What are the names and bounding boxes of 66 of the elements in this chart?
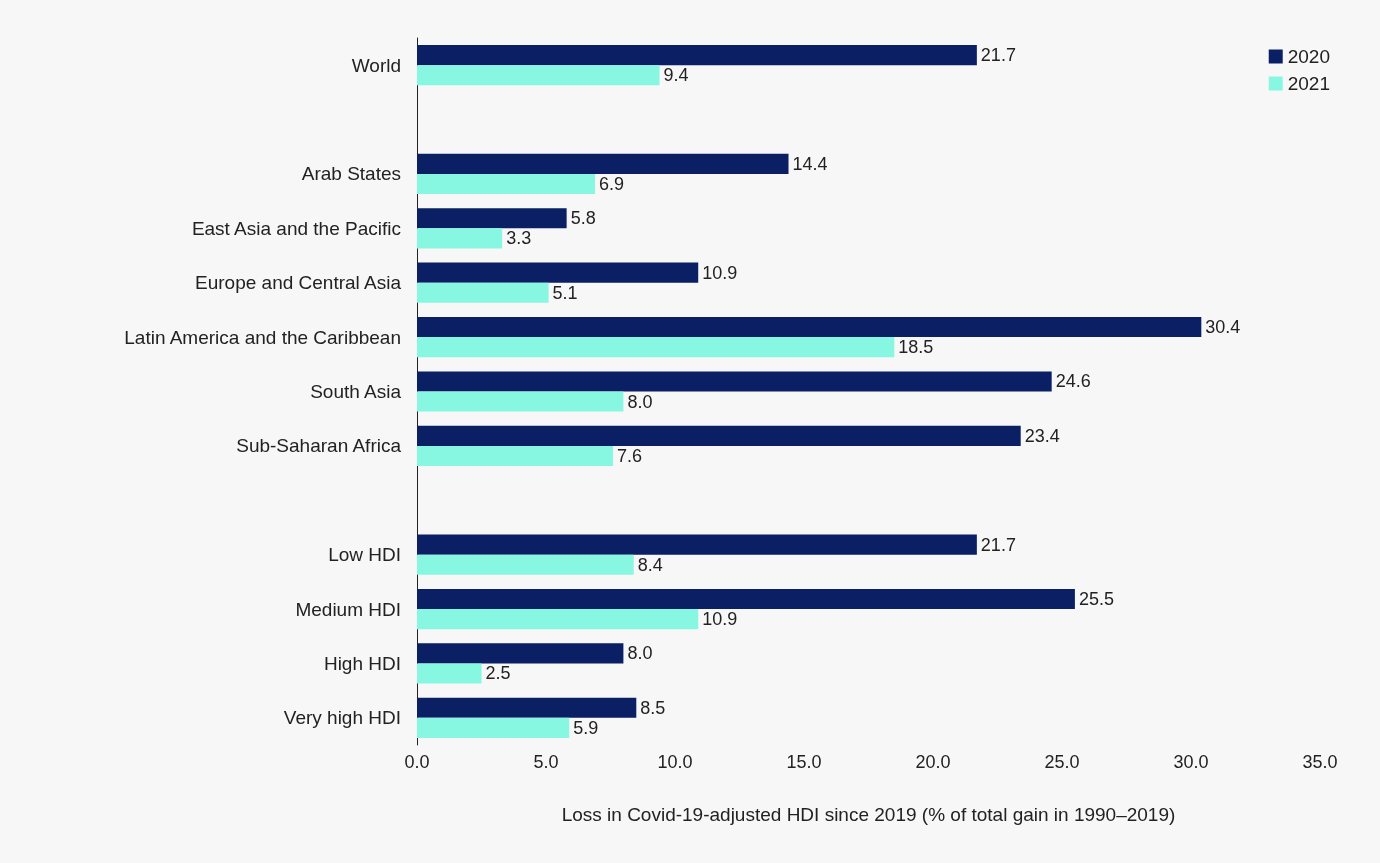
data-label: 10.9 bbox=[702, 262, 738, 283]
bar bbox=[417, 208, 567, 229]
y-tick-label: Medium HDI bbox=[295, 598, 401, 620]
x-tick-label: 35.0 bbox=[1302, 752, 1338, 772]
bar bbox=[417, 173, 596, 195]
bar bbox=[417, 534, 977, 555]
data-label: 5.1 bbox=[552, 282, 578, 303]
bar bbox=[417, 425, 1021, 446]
x-tick-label: 10.0 bbox=[657, 752, 693, 772]
data-label: 14.4 bbox=[792, 153, 828, 174]
x-tick-label: 15.0 bbox=[786, 752, 822, 772]
data-label: 18.5 bbox=[898, 337, 934, 358]
bar bbox=[417, 228, 503, 249]
y-tick-label: Very high HDI bbox=[283, 707, 401, 729]
y-tick-label: Europe and Central Asia bbox=[195, 272, 402, 294]
data-label: 5.9 bbox=[573, 717, 599, 738]
y-tick-label: World bbox=[351, 54, 401, 76]
bar bbox=[417, 45, 977, 66]
data-label: 8.0 bbox=[627, 643, 653, 664]
y-tick-label: High HDI bbox=[323, 652, 401, 674]
x-tick-label: 20.0 bbox=[915, 752, 951, 772]
y-tick-label: Low HDI bbox=[328, 544, 401, 566]
data-label: 9.4 bbox=[663, 65, 689, 86]
data-label: 23.4 bbox=[1024, 425, 1060, 446]
bar bbox=[417, 643, 624, 664]
bar bbox=[417, 663, 482, 684]
data-label: 6.9 bbox=[599, 174, 625, 195]
y-tick-label: South Asia bbox=[310, 381, 402, 402]
bar bbox=[417, 445, 614, 467]
bar bbox=[417, 717, 570, 738]
y-tick-label: Sub-Saharan Africa bbox=[236, 435, 402, 457]
bar bbox=[417, 65, 660, 86]
data-label: 21.7 bbox=[980, 534, 1016, 555]
bar bbox=[417, 337, 895, 358]
data-label: 24.6 bbox=[1055, 371, 1091, 392]
data-label: 3.3 bbox=[506, 228, 532, 249]
bar bbox=[417, 153, 789, 174]
bar bbox=[417, 554, 634, 575]
x-tick-label: 5.0 bbox=[533, 752, 559, 772]
legend-label: 2021 bbox=[1287, 73, 1331, 94]
legend-label: 2020 bbox=[1287, 46, 1331, 67]
y-tick-label: Arab States bbox=[301, 163, 401, 185]
data-label: 5.8 bbox=[570, 208, 596, 229]
data-label: 8.4 bbox=[637, 554, 663, 575]
bar bbox=[417, 371, 1052, 392]
y-tick-label: Latin America and the Caribbean bbox=[124, 326, 401, 348]
data-label: 30.4 bbox=[1205, 317, 1241, 338]
data-label: 21.7 bbox=[980, 45, 1016, 66]
bar bbox=[417, 282, 549, 303]
data-label: 8.0 bbox=[627, 391, 653, 412]
data-label: 25.5 bbox=[1078, 588, 1114, 609]
data-label: 2.5 bbox=[485, 663, 511, 684]
x-tick-label: 30.0 bbox=[1173, 752, 1209, 772]
bar bbox=[417, 609, 699, 630]
bar bbox=[417, 697, 637, 718]
bar bbox=[417, 316, 1202, 338]
bar bbox=[417, 588, 1075, 610]
bar bbox=[417, 262, 699, 283]
bar bbox=[417, 391, 624, 412]
x-axis-title: Loss in Covid-19-adjusted HDI since 2019 (% of total gain in 1990–2019) bbox=[561, 804, 1176, 825]
data-label: 8.5 bbox=[640, 697, 666, 718]
data-label: 10.9 bbox=[702, 609, 738, 630]
y-tick-label: East Asia and the Pacific bbox=[191, 217, 401, 239]
data-label: 7.6 bbox=[617, 445, 643, 466]
x-tick-label: 0.0 bbox=[404, 752, 430, 772]
x-tick-label: 25.0 bbox=[1044, 752, 1080, 772]
